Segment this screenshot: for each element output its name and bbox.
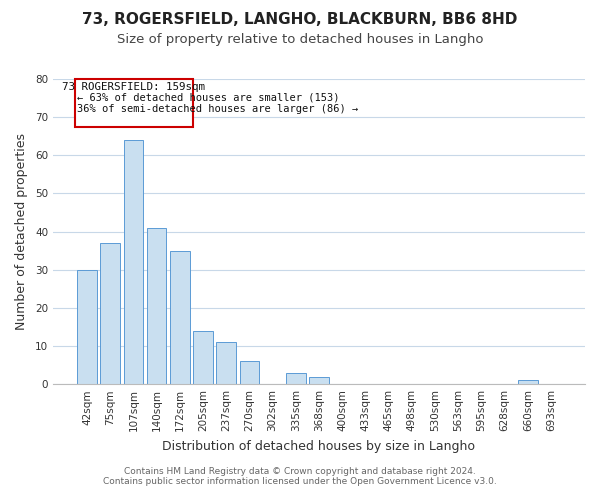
Text: 36% of semi-detached houses are larger (86) →: 36% of semi-detached houses are larger (… (77, 104, 358, 114)
Text: ← 63% of detached houses are smaller (153): ← 63% of detached houses are smaller (15… (77, 92, 340, 102)
Bar (77, 270, 97, 384)
Text: 73 ROGERSFIELD: 159sqm: 73 ROGERSFIELD: 159sqm (62, 82, 205, 92)
Y-axis label: Number of detached properties: Number of detached properties (15, 133, 28, 330)
Bar (518, 380, 538, 384)
Bar (239, 362, 259, 384)
Bar (147, 228, 166, 384)
Text: 73, ROGERSFIELD, LANGHO, BLACKBURN, BB6 8HD: 73, ROGERSFIELD, LANGHO, BLACKBURN, BB6 … (82, 12, 518, 28)
Bar (217, 342, 236, 384)
Text: Size of property relative to detached houses in Langho: Size of property relative to detached ho… (117, 32, 483, 46)
X-axis label: Distribution of detached houses by size in Langho: Distribution of detached houses by size … (163, 440, 475, 452)
Bar (286, 372, 305, 384)
Bar (75, 79, 193, 126)
Text: Contains HM Land Registry data © Crown copyright and database right 2024.: Contains HM Land Registry data © Crown c… (124, 467, 476, 476)
Bar (170, 250, 190, 384)
Bar (309, 376, 329, 384)
Text: Contains public sector information licensed under the Open Government Licence v3: Contains public sector information licen… (103, 477, 497, 486)
Bar (124, 140, 143, 384)
Bar (193, 331, 213, 384)
Bar (100, 243, 120, 384)
